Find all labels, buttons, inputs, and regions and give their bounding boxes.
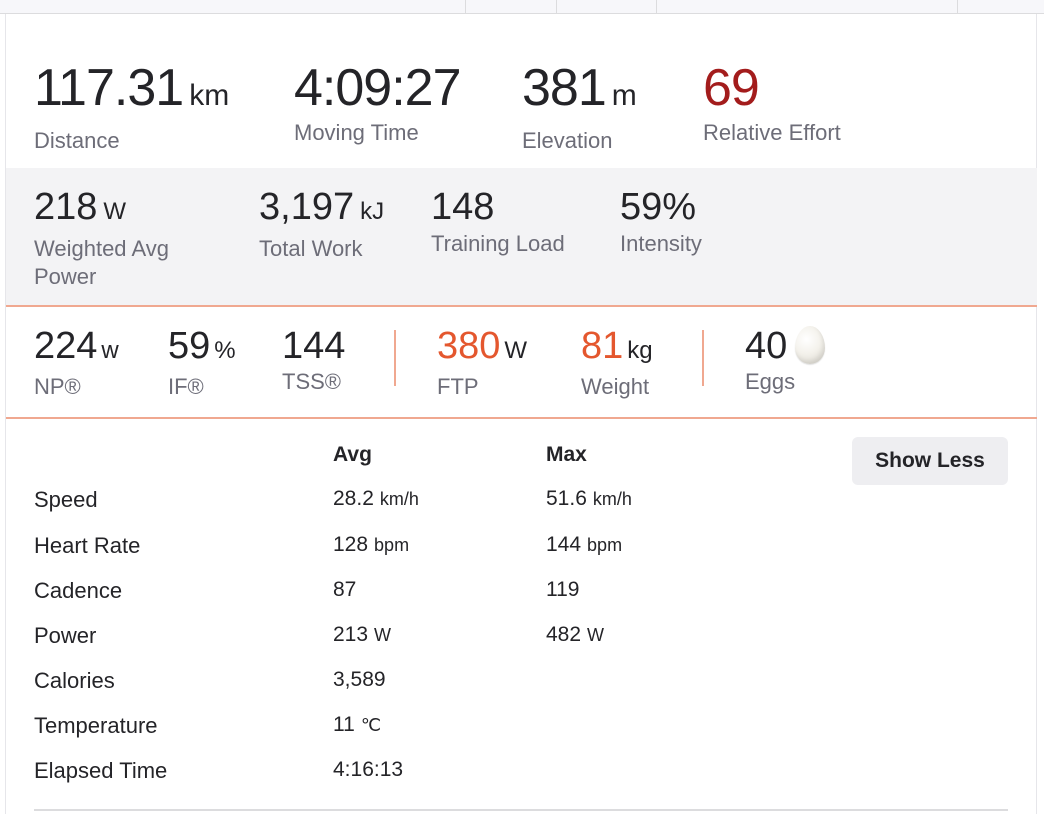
stat-ftp[interactable]: 380 W FTP [437,325,527,400]
cadence-avg: 87 [333,578,357,601]
stat-if: 59% IF® [168,325,236,400]
elevation-label: Elevation [522,128,613,153]
distance-unit: km [189,79,230,112]
tab-divider [556,0,557,13]
power-stats-row: 224 w NP® 59% IF® 144 TSS® 380 W FTP 81 kg … [6,307,1037,419]
row-label-calories: Calories [34,668,115,693]
weighted-power-unit: W [103,198,127,225]
eggs-value: 40 [745,325,788,367]
elevation-value: 381 [522,59,607,117]
intensity-value: 59% [620,186,697,228]
stat-divider [394,330,396,386]
stat-moving-time: 4:09:27 Moving Time [294,58,461,146]
avg-column-header: Avg [333,443,372,466]
if-unit: % [214,337,236,364]
stat-divider [702,330,704,386]
power-avg: 213 W [333,623,392,646]
top-tab-strip [0,0,1044,14]
speed-avg: 28.2 km/h [333,487,419,510]
row-label-power: Power [34,623,97,648]
distance-value: 117.31 [34,59,184,117]
tss-label: TSS® [282,369,341,394]
training-load-label: Training Load [431,231,565,256]
heart-rate-avg: 128 bpm [333,533,410,556]
weighted-power-label: Weighted Avg Power [34,236,169,289]
cadence-max: 119 [546,578,580,601]
if-label: IF® [168,374,204,399]
stat-total-work: 3,197 kJ Total Work [259,186,384,263]
temperature-avg: 11 ℃ [333,713,382,736]
power-max: 482 W [546,623,605,646]
stat-elevation: 381 m Elevation [522,58,637,154]
row-label-heart-rate: Heart Rate [34,533,141,558]
ftp-value: 380 [437,325,501,367]
total-work-unit: kJ [360,198,385,225]
np-unit: w [101,337,119,364]
tab-divider [957,0,958,13]
eggs-label: Eggs [745,369,796,394]
relative-effort-value: 69 [703,59,760,117]
distance-label: Distance [34,128,120,153]
elevation-unit: m [611,79,637,112]
moving-time-label: Moving Time [294,120,419,145]
weighted-power-value: 218 [34,186,98,228]
max-column-header: Max [546,443,587,466]
primary-stats: 117.31 km Distance 4:09:27 Moving Time 38… [6,14,1037,168]
secondary-stats: 218 W Weighted Avg Power 3,197 kJ Total Wo… [6,168,1037,307]
ftp-label: FTP [437,374,479,399]
ftp-unit: W [504,337,528,364]
stat-intensity: 59% Intensity [620,186,702,258]
row-label-elapsed-time: Elapsed Time [34,758,168,783]
row-label-speed: Speed [34,487,98,512]
egg-icon [795,326,826,364]
stat-weighted-avg-power: 218 W Weighted Avg Power [34,186,234,291]
total-work-label: Total Work [259,236,363,261]
activity-stats-card: 117.31 km Distance 4:09:27 Moving Time 38… [5,14,1037,814]
stat-distance: 117.31 km Distance [34,58,229,154]
heart-rate-max: 144 bpm [546,533,623,556]
training-load-value: 148 [431,186,495,228]
row-label-cadence: Cadence [34,578,123,603]
weight-value: 81 [581,325,624,367]
stat-training-load: 148 Training Load [431,186,565,258]
stat-np: 224 w NP® [34,325,119,400]
tss-value: 144 [282,325,346,367]
relative-effort-label: Relative Effort [703,120,841,145]
intensity-label: Intensity [620,231,702,256]
stat-eggs: 40 Eggs [745,325,826,395]
total-work-value: 3,197 [259,186,355,228]
show-less-button[interactable]: Show Less [852,437,1008,485]
tab-divider [465,0,466,13]
calories-avg: 3,589 [333,668,386,691]
stat-relative-effort[interactable]: 69 Relative Effort [703,58,841,146]
elapsed-time-avg: 4:16:13 [333,758,404,781]
weight-label: Weight [581,374,650,399]
divider [34,809,1008,811]
stat-weight[interactable]: 81 kg Weight [581,325,653,400]
weight-unit: kg [627,337,653,364]
speed-max: 51.6 km/h [546,487,632,510]
if-value: 59 [168,325,211,367]
moving-time-value: 4:09:27 [294,59,461,117]
tab-divider [656,0,657,13]
stat-tss: 144 TSS® [282,325,345,395]
np-label: NP® [34,374,81,399]
np-value: 224 [34,325,98,367]
row-label-temperature: Temperature [34,713,158,738]
details-table: Avg Max Show Less Speed 28.2 km/h 51.6 km/… [6,419,1037,814]
